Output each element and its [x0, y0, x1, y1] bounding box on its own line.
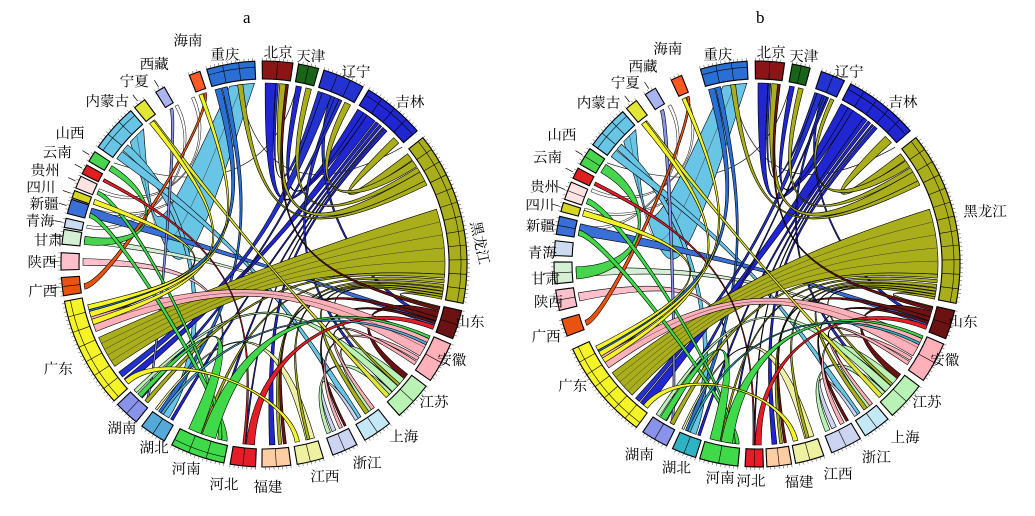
svg-text:a: a: [243, 8, 251, 27]
svg-text:b: b: [756, 8, 765, 27]
